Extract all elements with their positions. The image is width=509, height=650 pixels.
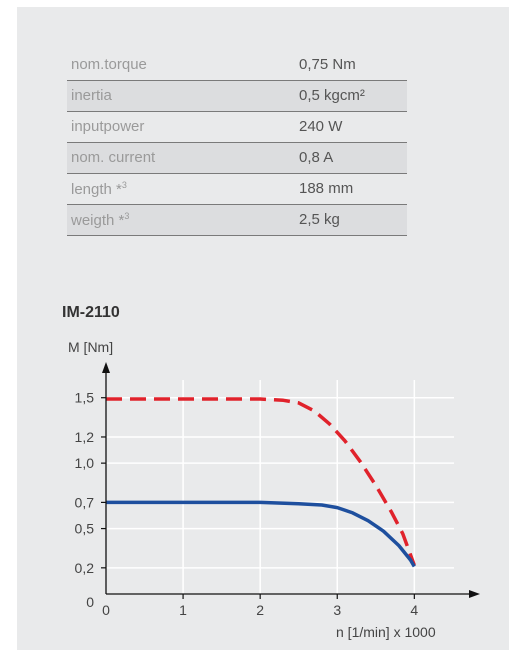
x-axis-arrow-icon [469,590,480,598]
y-axis-label: M [Nm] [68,339,113,355]
series-line-nominal-torque [106,500,416,568]
specs-table: nom.torque 0,75 Nm inertia 0,5 kgcm² inp… [67,49,407,236]
spec-label: weigth *3 [67,204,295,236]
y-tick-label: 1,2 [75,429,95,445]
spec-row: nom.torque 0,75 Nm [67,49,407,81]
x-tick-label: 4 [410,602,418,618]
spec-label: inertia [67,80,295,112]
spec-row: inputpower 240 W [67,111,407,143]
spec-label-text: length * [71,180,122,198]
spec-label: nom. current [67,142,295,174]
spec-row: weigth *3 2,5 kg [67,204,407,236]
y-tick-label: 0,2 [75,560,95,576]
spec-value: 0,8 A [295,142,407,174]
x-tick-label: 1 [179,602,187,618]
spec-value: 240 W [295,111,407,143]
footnote-marker: 3 [124,210,130,221]
spec-row: nom. current 0,8 A [67,142,407,174]
y-tick-label: 1,0 [75,455,95,471]
spec-value: 0,75 Nm [295,49,407,81]
footnote-marker: 3 [121,179,127,190]
spec-label: length *3 [67,173,295,205]
x-axis-label: n [1/min] x 1000 [336,624,436,640]
spec-label: nom.torque [67,49,295,81]
chart-title: IM-2110 [62,304,120,321]
spec-value: 0,5 kgcm² [295,80,407,112]
y-axis-arrow-icon [102,362,110,373]
x-tick-label: 3 [333,602,341,618]
y-tick-label: 0 [86,594,94,610]
spec-value: 188 mm [295,173,407,205]
spec-label: inputpower [67,111,295,143]
spec-label-text: weigth * [71,211,125,229]
spec-row: inertia 0,5 kgcm² [67,80,407,112]
y-tick-label: 0,7 [75,494,95,510]
x-tick-label: 2 [256,602,264,618]
y-tick-label: 1,5 [75,390,95,406]
spec-row: length *3 188 mm [67,173,407,205]
x-tick-label: 0 [102,602,110,618]
spec-value: 2,5 kg [295,204,407,236]
y-tick-label: 0,5 [75,521,95,537]
series-line-peak-torque [106,397,416,566]
